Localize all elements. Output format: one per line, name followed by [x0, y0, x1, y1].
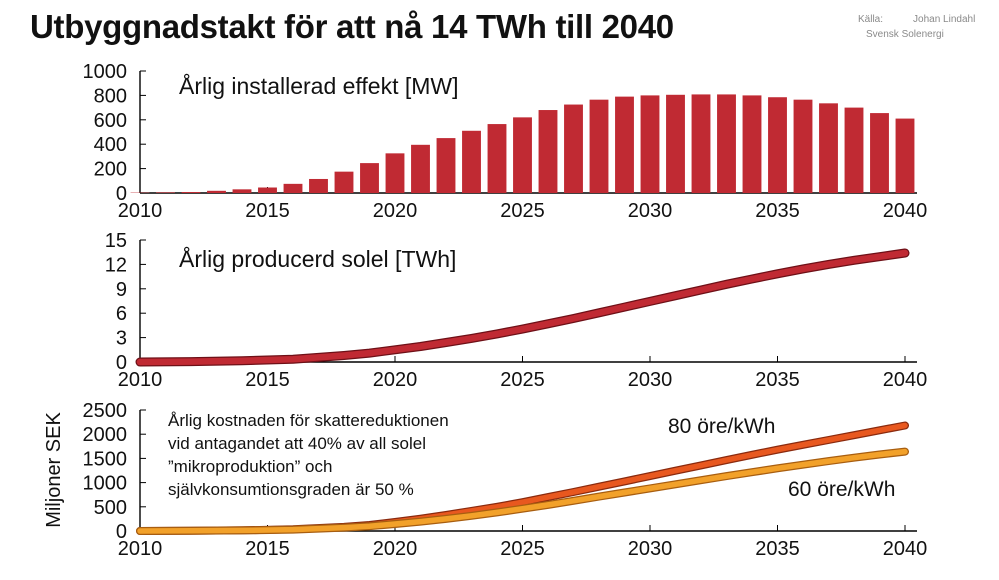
source-label: Källa: — [858, 14, 884, 25]
bar-2032 — [691, 94, 711, 193]
panel1-x-tick-label: 2010 — [118, 200, 163, 222]
series-label-60: 60 öre/kWh — [788, 478, 895, 501]
panel2-x-tick-label: 2010 — [118, 369, 163, 391]
panel1-y-tick-label: 1000 — [83, 61, 128, 83]
bar-2020 — [385, 153, 405, 193]
panel2-x-tick-label: 2020 — [373, 369, 418, 391]
panel2-y-tick-label: 0 — [116, 352, 127, 374]
panel3-y-tick-label: 0 — [116, 521, 127, 543]
bar-2026 — [538, 110, 558, 193]
annotation-line: vid antagandet att 40% av all solel — [168, 434, 427, 453]
panel1-x-tick-label: 2025 — [500, 200, 545, 222]
series-line-1 — [137, 448, 908, 534]
bar-2025 — [513, 117, 532, 193]
panel2-x-tick-label: 2040 — [883, 369, 928, 391]
panel2-y-tick-label: 15 — [105, 230, 127, 252]
cost-annotation: Årlig kostnaden för skattereduktionen vi… — [168, 409, 449, 501]
bar-2014 — [232, 189, 252, 193]
bar-2028 — [589, 99, 609, 193]
panel1-title: Årlig installerad effekt [MW] — [179, 72, 459, 99]
produced-line — [136, 249, 909, 366]
panel3-y-tick-label: 1000 — [83, 473, 128, 495]
panel2-y-tick-label: 9 — [116, 279, 127, 301]
panel2-x-tick-label: 2015 — [245, 369, 290, 391]
series-label-80: 80 öre/kWh — [668, 415, 775, 438]
panel1-y-tick-label: 400 — [94, 134, 127, 156]
panel1-y-tick-label: 600 — [94, 110, 127, 132]
bar-2036 — [793, 99, 813, 193]
panel3-x-tick-label: 2015 — [245, 538, 290, 560]
bar-2023 — [462, 130, 481, 193]
bar-2018 — [334, 171, 354, 193]
bar-2024 — [487, 124, 507, 193]
panel3-y-tick-label: 1500 — [83, 448, 128, 470]
panel1-x-tick-label: 2020 — [373, 200, 418, 222]
panel2-y-tick-label: 6 — [116, 303, 127, 325]
panel3-x-tick-label: 2010 — [118, 538, 163, 560]
panel1-x-tick-label: 2040 — [883, 200, 928, 222]
bar-2029 — [615, 96, 634, 193]
source-credit: Källa: Johan Lindahl Svensk Solenergi — [858, 12, 975, 42]
panel1-x-tick-label: 2035 — [755, 200, 800, 222]
bar-2030 — [640, 95, 660, 193]
panel3-y-tick-label: 500 — [94, 497, 127, 519]
panel3-x-tick-label: 2025 — [500, 538, 545, 560]
panel2-x-tick-label: 2030 — [628, 369, 673, 391]
bar-2022 — [436, 138, 456, 193]
panel2-x-tick-label: 2025 — [500, 369, 545, 391]
panel3-x-tick-label: 2020 — [373, 538, 418, 560]
bar-2038 — [844, 107, 864, 193]
panel2-y-tick-label: 3 — [116, 328, 127, 350]
panel1-y-tick-label: 0 — [116, 183, 127, 205]
bar-2040 — [895, 118, 915, 193]
bar-2016 — [283, 183, 303, 193]
bar-2033 — [717, 94, 736, 193]
bar-2037 — [819, 103, 838, 193]
bar-2015 — [258, 187, 277, 193]
bar-2021 — [411, 144, 430, 193]
bar-2019 — [360, 163, 379, 193]
bar-2039 — [870, 113, 889, 193]
bar-2031 — [666, 94, 685, 193]
source-author: Johan Lindahl — [913, 14, 976, 25]
panel3-y-tick-label: 2500 — [83, 400, 128, 422]
bar-2035 — [768, 97, 787, 193]
panel1-x-tick-label: 2030 — [628, 200, 673, 222]
panel1-y-tick-label: 200 — [94, 159, 127, 181]
annotation-line: Årlig kostnaden för skattereduktionen — [168, 411, 449, 430]
bar-2013 — [207, 190, 226, 193]
panel3-x-tick-label: 2040 — [883, 538, 928, 560]
source-organization: Svensk Solenergi — [866, 29, 944, 40]
annotation-line: ”mikroproduktion” och — [168, 457, 333, 476]
annotation-line: självkonsumtionsgraden är 50 % — [168, 480, 414, 499]
panel2-y-tick-label: 12 — [105, 254, 127, 276]
bar-2034 — [742, 95, 762, 193]
bar-2011 — [156, 192, 175, 193]
panel1-y-tick-label: 800 — [94, 85, 127, 107]
panel3-y-tick-label: 2000 — [83, 424, 128, 446]
panel2-x-tick-label: 2035 — [755, 369, 800, 391]
panel3-x-tick-label: 2035 — [755, 538, 800, 560]
bar-2017 — [309, 178, 328, 193]
panel3-y-axis-label: Miljoner SEK — [43, 412, 65, 528]
bar-2027 — [564, 104, 583, 193]
panel3-x-tick-label: 2030 — [628, 538, 673, 560]
panel2-title: Årlig producerd solel [TWh] — [179, 245, 456, 272]
bar-2012 — [181, 192, 201, 193]
chart-title: Utbyggnadstakt för att nå 14 TWh till 20… — [30, 8, 674, 45]
panel1-x-tick-label: 2015 — [245, 200, 290, 222]
